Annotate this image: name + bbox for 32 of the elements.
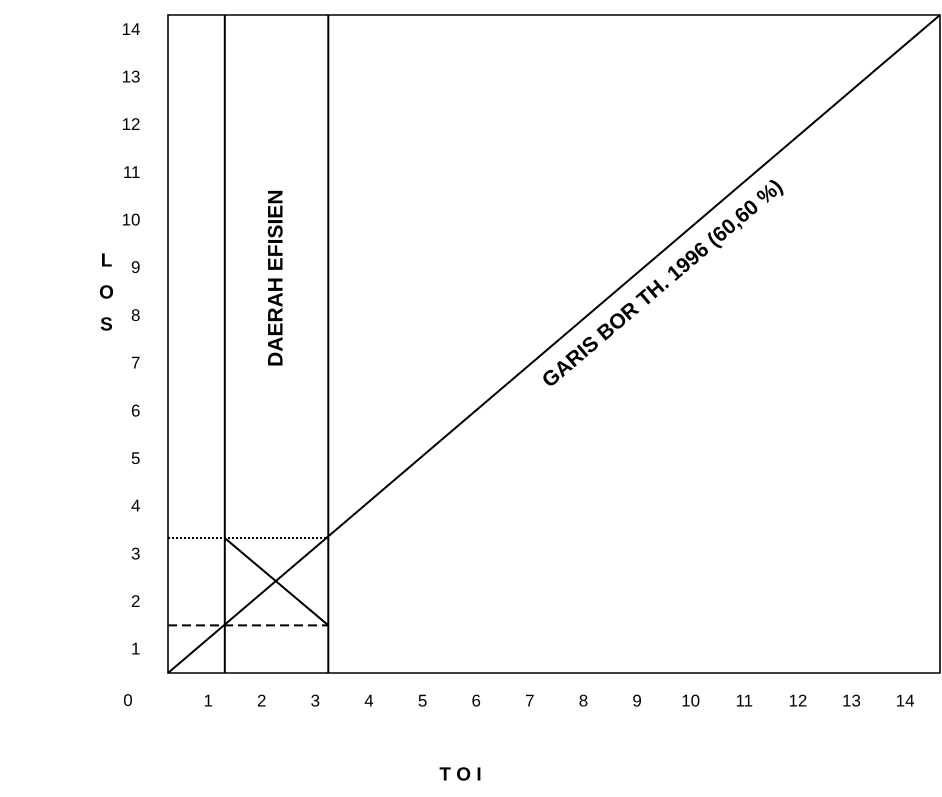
y-tick-label: 10 <box>122 210 140 230</box>
y-tick-label: 3 <box>131 544 140 564</box>
text: 0 <box>123 691 133 710</box>
y-tick-label: 14 <box>122 20 140 39</box>
x-tick-label: 6 <box>471 692 481 710</box>
y-axis-title: L O S <box>99 250 114 336</box>
x-tick-label: 5 <box>418 692 428 710</box>
x-tick-label: 10 <box>681 692 700 710</box>
y-tick-label: 9 <box>131 258 140 278</box>
x-tick-label: 12 <box>788 692 808 710</box>
x-tick-label: 3 <box>310 692 320 710</box>
x-tick-label: 2 <box>257 692 267 710</box>
y-tick-label: 4 <box>131 496 140 516</box>
y-tick-label: 8 <box>131 306 140 325</box>
annotation: DAERAH EFISIEN <box>264 190 288 367</box>
x-tick-label: 4 <box>364 692 374 710</box>
y-tick-label: 5 <box>131 448 140 468</box>
x-tick-label: 7 <box>525 692 535 710</box>
y-tick-label: 12 <box>122 115 140 134</box>
x-tick-label: 1 <box>203 692 213 710</box>
y-tick-label: 11 <box>122 162 140 182</box>
y-tick-label: 13 <box>122 67 140 86</box>
x-axis-title: T O I <box>439 764 482 786</box>
x-tick-label: 11 <box>735 692 754 710</box>
y-tick-label: 2 <box>131 592 140 611</box>
y-tick-label: 1 <box>131 640 140 659</box>
x-tick-label: 9 <box>632 692 642 710</box>
y-tick-label: 7 <box>131 354 140 373</box>
y-tick-label: 6 <box>131 401 140 420</box>
x-tick-label: 13 <box>842 692 861 710</box>
x-tick-label: 8 <box>578 692 588 710</box>
x-tick-label: 14 <box>896 692 915 710</box>
